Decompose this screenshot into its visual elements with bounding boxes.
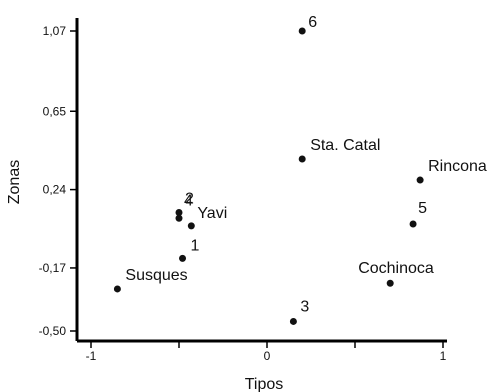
- data-point: [409, 220, 417, 228]
- point-label: Sta. Catal: [310, 137, 380, 154]
- x-tick-label: -1: [86, 349, 97, 363]
- data-point: [298, 155, 306, 163]
- y-tick-label: 1,07: [43, 24, 67, 38]
- data-point: [386, 279, 394, 287]
- point-label: 5: [418, 200, 427, 217]
- point-label: Rinconada: [428, 158, 487, 175]
- data-point: [187, 222, 195, 230]
- point-label: 1: [191, 237, 200, 254]
- data-point: [175, 209, 183, 217]
- point-label: 4: [184, 192, 193, 209]
- x-tick-label: 1: [440, 349, 447, 363]
- point-label: Yavi: [197, 205, 227, 222]
- data-point: [289, 317, 297, 325]
- y-ticks: -0,50 -0,17 0,24 0,65 1,07: [39, 24, 77, 338]
- y-tick-label: 0,24: [43, 183, 67, 197]
- data-point: [175, 214, 183, 222]
- point-label: 6: [308, 14, 317, 31]
- point-label: Susques: [125, 267, 187, 284]
- point-label: 2: [185, 191, 194, 208]
- x-axis-title: Tipos: [245, 376, 284, 392]
- data-points: [113, 27, 424, 325]
- axes: [75, 18, 447, 343]
- x-tick-label: 0: [264, 349, 271, 363]
- y-axis-title: Zonas: [6, 160, 23, 204]
- point-label: Cochinoca: [358, 260, 434, 277]
- y-tick-label: -0,17: [39, 261, 67, 275]
- data-point: [113, 285, 121, 293]
- data-point: [298, 27, 306, 35]
- x-ticks: -1 0 1: [86, 341, 447, 363]
- data-point: [179, 254, 187, 262]
- point-label: 3: [300, 298, 309, 315]
- data-point: [416, 176, 424, 184]
- y-tick-label: -0,50: [39, 324, 67, 338]
- y-tick-label: 0,65: [43, 104, 67, 118]
